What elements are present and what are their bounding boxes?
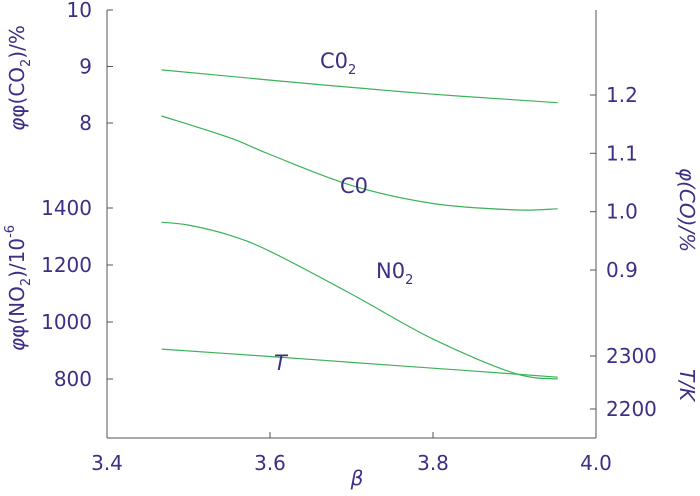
co-axis-label: φ(CO)/% <box>675 168 699 252</box>
co-tick-label: 1.2 <box>606 83 638 107</box>
t-tick-label: 2300 <box>606 344 657 368</box>
x-axis-label: β <box>350 466 364 490</box>
co-curve-label: C0 <box>340 174 368 198</box>
no2-axis-label-mid: )/10 <box>5 238 29 278</box>
no2-curve-label-sub: 2 <box>405 273 413 288</box>
co2-tick-label: 8 <box>79 111 92 135</box>
co2-axis-label-tail: )/% <box>5 25 29 59</box>
co2-curve-label-main: C0 <box>320 49 348 73</box>
co2-axis-ticks: 8 9 10 <box>67 0 113 135</box>
co2-curve <box>161 69 558 104</box>
co2-tick-label: 9 <box>79 55 92 79</box>
t-curve <box>161 348 558 378</box>
no2-axis-ticks: 800 1000 1200 1400 <box>41 196 113 391</box>
no2-axis-label-sup: -6 <box>3 225 18 238</box>
no2-axis-label-sub: 2 <box>19 278 34 286</box>
co2-axis-label-phi: φ <box>5 118 29 131</box>
t-curve-label: T <box>274 351 289 375</box>
no2-curve-label: N02 <box>376 259 413 288</box>
t-tick-label: 2200 <box>606 397 657 421</box>
t-curve-label-main: T <box>274 351 289 375</box>
no2-curve-label-main: N0 <box>376 259 405 283</box>
plot-frame <box>106 10 597 439</box>
co2-axis-label: φφ(CO2)/% <box>5 25 34 131</box>
x-axis-ticks: 3.4 3.6 3.8 4.0 <box>91 432 612 475</box>
t-axis-ticks: 2200 2300 <box>590 344 657 421</box>
x-tick-label: 3.6 <box>254 451 286 475</box>
no2-axis-label-main: φ(NO <box>5 286 29 338</box>
co2-axis-label-sub: 2 <box>19 59 34 67</box>
no2-tick-label: 800 <box>54 367 92 391</box>
co-curve-label-main: C0 <box>340 174 368 198</box>
co-axis-ticks: 0.9 1.0 1.1 1.2 <box>590 83 638 282</box>
t-axis-label: T/K <box>675 369 699 403</box>
no2-tick-label: 1200 <box>41 253 92 277</box>
x-tick-label: 3.8 <box>417 451 449 475</box>
co-curve <box>161 115 558 211</box>
no2-tick-label: 1400 <box>41 196 92 220</box>
x-tick-label: 4.0 <box>580 451 612 475</box>
co2-curve-label-sub: 2 <box>348 63 356 78</box>
no2-tick-label: 1000 <box>41 310 92 334</box>
co-tick-label: 0.9 <box>606 258 638 282</box>
x-tick-label: 3.4 <box>91 451 123 475</box>
co2-axis-label-main: φ(CO <box>5 67 29 118</box>
no2-axis-label: φφ(NO2)/10-6 <box>3 225 34 351</box>
co2-tick-label: 10 <box>67 0 92 22</box>
no2-curve <box>161 221 558 380</box>
co-tick-label: 1.1 <box>606 141 638 165</box>
co2-curve-label: C02 <box>320 49 356 78</box>
co-tick-label: 1.0 <box>606 200 638 224</box>
